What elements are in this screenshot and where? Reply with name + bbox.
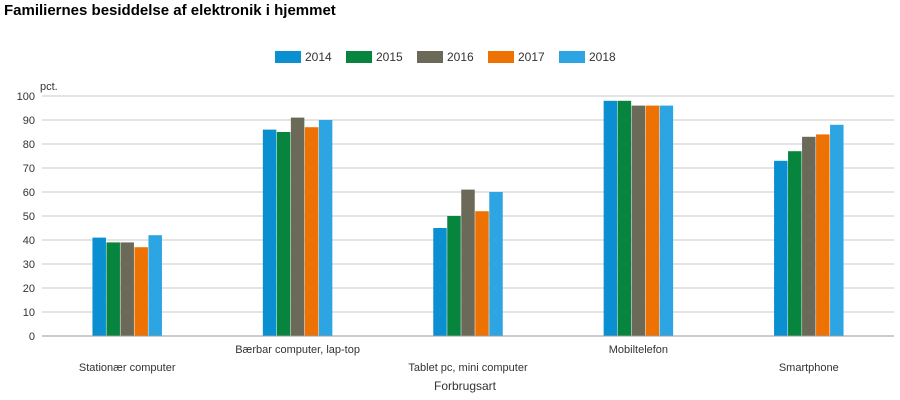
y-tick-label: 50 [23, 211, 35, 223]
legend-label: 2017 [518, 50, 545, 64]
bar-2014-1 [262, 129, 277, 336]
bar-2015-0 [106, 242, 120, 336]
y-tick-label: 0 [29, 331, 35, 343]
bar-2017-4 [816, 134, 830, 336]
y-tick-label: 70 [23, 163, 35, 175]
bar-2018-3 [659, 105, 674, 336]
category-label: Smartphone [779, 362, 839, 374]
bar-2017-2 [475, 211, 489, 336]
legend-label: 2015 [376, 50, 403, 64]
bar-2018-1 [318, 120, 333, 336]
y-tick-label: 100 [17, 91, 35, 103]
bar-2015-2 [447, 216, 461, 336]
bar-2014-4 [774, 160, 788, 336]
bar-2014-2 [433, 228, 447, 336]
bar-2015-3 [617, 100, 632, 336]
y-tick-label: 40 [23, 235, 35, 247]
bar-2017-1 [304, 127, 319, 336]
x-axis-title: Forbrugsart [434, 379, 497, 393]
y-tick-label: 60 [23, 187, 35, 199]
y-axis-ticks: 0 10 20 30 40 50 60 70 80 90 100 [17, 91, 35, 343]
legend-swatch [488, 51, 514, 63]
bar-2014-0 [92, 237, 106, 336]
y-tick-label: 90 [23, 115, 35, 127]
category-labels: Stationær computer Bærbar computer, lap-t… [79, 344, 839, 374]
legend-swatch [559, 51, 585, 63]
bar-2016-3 [631, 105, 646, 336]
bar-2015-4 [788, 151, 802, 336]
legend-swatch [417, 51, 443, 63]
bar-2017-3 [645, 105, 660, 336]
bar-2018-4 [830, 124, 844, 336]
bar-2018-0 [148, 235, 162, 336]
y-tick-label: 20 [23, 283, 35, 295]
y-tick-label: 10 [23, 307, 35, 319]
legend-label: 2014 [305, 50, 332, 64]
legend-swatch [346, 51, 372, 63]
y-tick-label: 80 [23, 139, 35, 151]
bar-2016-1 [290, 117, 305, 336]
bar-2017-0 [134, 247, 148, 336]
category-label: Bærbar computer, lap-top [235, 344, 360, 356]
bar-2016-0 [120, 242, 134, 336]
y-tick-label: 30 [23, 259, 35, 271]
y-axis-unit-label: pct. [40, 81, 58, 93]
bar-2018-2 [489, 192, 503, 336]
legend-swatch [275, 51, 301, 63]
bar-2016-2 [461, 189, 475, 336]
category-label: Stationær computer [79, 362, 176, 374]
bar-2015-1 [276, 132, 291, 336]
bar-2014-3 [603, 100, 618, 336]
legend-label: 2016 [447, 50, 474, 64]
legend: 2014 2015 2016 2017 2018 [275, 50, 616, 64]
bars [92, 100, 844, 336]
chart-title: Familiernes besiddelse af elektronik i h… [4, 2, 336, 19]
category-label: Mobiltelefon [609, 344, 668, 356]
category-label: Tablet pc, mini computer [408, 362, 528, 374]
bar-2016-4 [802, 136, 816, 336]
legend-label: 2018 [589, 50, 616, 64]
